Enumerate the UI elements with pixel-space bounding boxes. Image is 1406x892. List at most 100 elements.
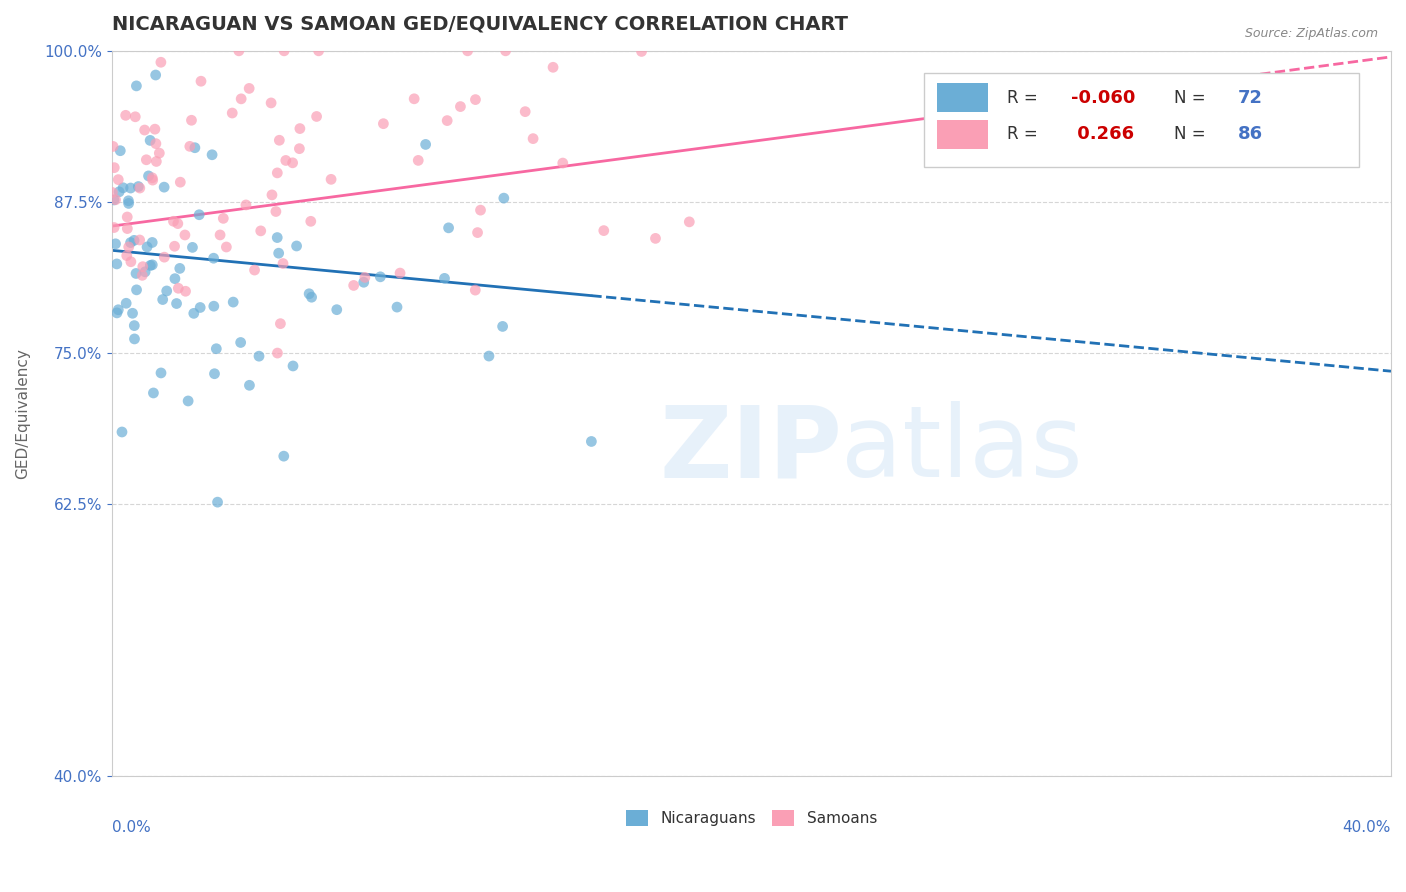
Point xyxy=(117,221,139,235)
Point xyxy=(111,425,134,439)
Point xyxy=(120,254,142,268)
Point xyxy=(281,359,304,373)
Text: Source: ZipAtlas.com: Source: ZipAtlas.com xyxy=(1244,27,1378,40)
Point xyxy=(122,233,145,247)
Point xyxy=(108,185,131,199)
Text: 40.0%: 40.0% xyxy=(1343,820,1391,835)
Point xyxy=(238,81,260,95)
Point xyxy=(131,268,153,283)
Point xyxy=(592,224,614,238)
Text: 86: 86 xyxy=(1237,125,1263,144)
Point xyxy=(136,240,159,254)
Point xyxy=(491,319,513,334)
Point xyxy=(301,290,323,304)
Point xyxy=(319,172,342,186)
Point xyxy=(145,154,167,169)
Point xyxy=(464,93,486,107)
Point xyxy=(141,170,163,185)
Point xyxy=(110,144,132,158)
Point xyxy=(104,193,127,207)
Point xyxy=(124,332,146,346)
Point xyxy=(107,302,129,317)
Point xyxy=(152,293,174,307)
Point xyxy=(156,284,179,298)
Text: R =: R = xyxy=(1007,89,1043,107)
Point xyxy=(125,267,148,281)
Point xyxy=(274,153,297,168)
Point xyxy=(273,449,295,463)
Point xyxy=(120,181,142,195)
Point xyxy=(167,281,190,295)
Point xyxy=(124,318,146,333)
Point xyxy=(238,378,260,392)
Point xyxy=(288,142,311,156)
Point xyxy=(103,193,125,207)
Point xyxy=(581,434,603,449)
Point xyxy=(205,342,228,356)
Point xyxy=(467,226,489,240)
Point xyxy=(163,239,186,253)
Point xyxy=(266,230,288,244)
Point xyxy=(169,261,191,276)
Point xyxy=(134,265,156,279)
Point xyxy=(103,161,125,175)
Point xyxy=(138,169,160,183)
Point xyxy=(207,495,229,509)
Point xyxy=(373,117,395,131)
Text: 0.266: 0.266 xyxy=(1071,125,1135,144)
Text: ZIP: ZIP xyxy=(659,401,842,499)
Point xyxy=(201,148,224,162)
Point xyxy=(212,211,235,226)
Point xyxy=(117,196,139,211)
Point xyxy=(243,263,266,277)
Point xyxy=(188,208,211,222)
Point xyxy=(298,286,321,301)
Point xyxy=(204,367,226,381)
Point xyxy=(353,275,375,289)
Point xyxy=(103,220,125,235)
Point xyxy=(101,186,124,200)
Point xyxy=(209,227,232,242)
Point xyxy=(515,104,537,119)
Point xyxy=(271,256,294,270)
Point xyxy=(166,296,188,310)
Point xyxy=(177,394,200,409)
Point xyxy=(183,306,205,320)
Point xyxy=(142,173,165,187)
Point xyxy=(326,302,349,317)
Point xyxy=(678,215,700,229)
Point xyxy=(308,44,330,58)
Point xyxy=(464,283,486,297)
Point xyxy=(117,194,139,208)
Point xyxy=(266,166,288,180)
Point xyxy=(145,136,167,151)
Point xyxy=(150,366,173,380)
Point xyxy=(101,139,124,153)
Point xyxy=(115,210,138,224)
Point xyxy=(235,198,257,212)
Text: N =: N = xyxy=(1174,125,1211,144)
Point xyxy=(145,68,167,82)
Point xyxy=(114,108,136,122)
Point xyxy=(269,317,291,331)
Point xyxy=(162,214,184,228)
Point xyxy=(644,231,666,245)
Point xyxy=(141,258,163,272)
Point xyxy=(112,181,135,195)
Text: 0.0%: 0.0% xyxy=(111,820,150,835)
Point xyxy=(492,191,515,205)
Point xyxy=(121,306,143,320)
Point xyxy=(285,239,308,253)
Point xyxy=(288,121,311,136)
Point xyxy=(153,180,176,194)
Point xyxy=(163,271,186,285)
Point xyxy=(139,133,162,147)
Point xyxy=(169,175,191,189)
Text: atlas: atlas xyxy=(841,401,1083,499)
Point xyxy=(127,179,149,194)
Point xyxy=(478,349,501,363)
Point xyxy=(495,44,517,58)
Point xyxy=(132,260,155,274)
Point xyxy=(124,110,146,124)
Point xyxy=(343,278,366,293)
